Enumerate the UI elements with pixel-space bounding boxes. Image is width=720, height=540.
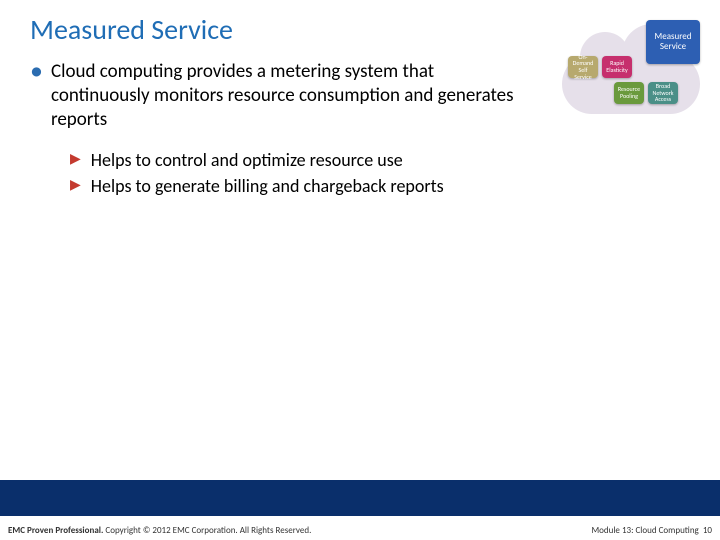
tile-small: Broad Network Access (648, 82, 678, 104)
slide: Measured Service • Cloud computing provi… (0, 0, 720, 540)
tile-measured-service: Measured Service (646, 20, 700, 64)
slide-title: Measured Service (30, 12, 233, 47)
tile-small: Resource Pooling (614, 82, 644, 104)
bullet-dot-icon: • (30, 60, 43, 131)
footer-copyright: Copyright © 2012 EMC Corporation. All Ri… (103, 525, 311, 536)
cloud-graphic: Measured Service On-Demand Self Service … (562, 20, 700, 120)
tile-small: Rapid Elasticity (602, 56, 632, 78)
footer-right: Module 13: Cloud Computing 10 (591, 525, 712, 536)
footer-left: EMC Proven Professional. Copyright © 201… (8, 525, 311, 536)
triangle-icon: ▶ (70, 148, 81, 172)
main-bullet-text: Cloud computing provides a metering syst… (51, 60, 530, 131)
footer-page: 10 (703, 525, 712, 536)
sub-bullet-text: Helps to generate billing and chargeback… (91, 174, 444, 198)
tile-small: On-Demand Self Service (568, 56, 598, 78)
sub-bullet-text: Helps to control and optimize resource u… (91, 148, 403, 172)
sub-bullet-item: ▶ Helps to control and optimize resource… (70, 148, 550, 172)
footer-bar (0, 480, 720, 516)
main-bullet: • Cloud computing provides a metering sy… (30, 60, 530, 131)
footer-brand: EMC Proven Professional. (8, 525, 103, 536)
triangle-icon: ▶ (70, 174, 81, 198)
sub-bullet-list: ▶ Helps to control and optimize resource… (70, 148, 550, 201)
footer-module: Module 13: Cloud Computing (591, 525, 698, 536)
sub-bullet-item: ▶ Helps to generate billing and chargeba… (70, 174, 550, 198)
